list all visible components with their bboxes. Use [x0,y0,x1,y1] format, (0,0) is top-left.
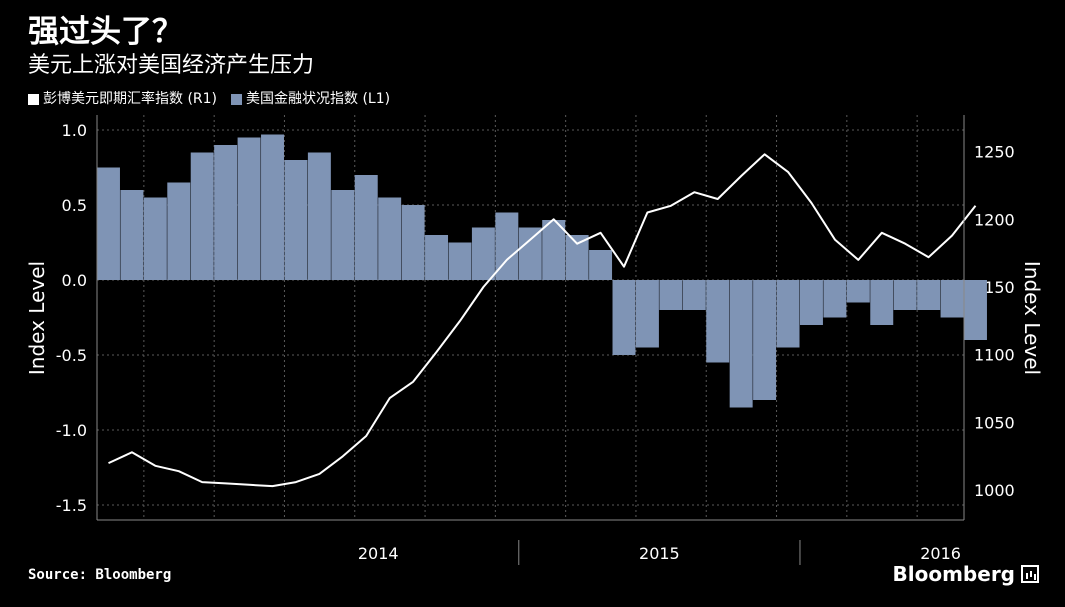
y-left-tick-label: 0.5 [62,196,87,215]
legend-item-fci: 美国金融状况指数 (L1) [231,89,390,109]
y-left-tick-label: -1.5 [56,496,87,515]
fci-bar [331,190,355,280]
usd-index-line [108,153,977,488]
fci-bar [378,197,402,280]
y-right-tick-label: 1200 [974,210,1015,229]
legend-label-usd-index: 彭博美元即期汇率指数 (R1) [43,91,218,107]
fci-bar [167,182,191,280]
fci-bar [401,205,425,280]
fci-bar [214,145,238,280]
fci-bar [120,190,144,280]
brand-logo: Bloomberg [893,562,1039,586]
chart-icon [1021,565,1039,583]
y-right-tick-label: 1100 [974,346,1015,365]
fci-bar [190,152,214,280]
legend-swatch-line [28,93,39,105]
fci-bar [284,160,308,280]
fci-bar [729,280,753,408]
legend-swatch-bar [231,93,243,105]
fci-bar [97,167,120,280]
y-right-tick-label: 1250 [974,143,1015,162]
fci-bar [237,137,261,280]
chart-subtitle: 美元上涨对美国经济产生压力 [28,53,315,78]
y-left-tick-label: -1.0 [56,421,87,440]
fci-bar [425,235,449,280]
fci-bar [589,250,613,280]
fci-bar [706,280,730,363]
legend: 彭博美元即期汇率指数 (R1) 美国金融状况指数 (L1) [28,89,404,109]
x-tick-label: 2015 [639,544,680,563]
fci-bar [917,280,941,310]
fci-bar [846,280,870,303]
fci-bar [307,152,331,280]
y-right-axis-title: Index Level [1020,261,1044,375]
legend-label-fci: 美国金融状况指数 (L1) [246,91,391,107]
fci-bar [893,280,917,310]
fci-bar [471,227,495,280]
fci-bar [635,280,659,348]
fci-bar [659,280,683,310]
fci-bar [964,280,987,340]
fci-bar [354,175,378,280]
fci-bar [565,235,589,280]
y-right-tick-label: 1050 [974,413,1015,432]
fci-bar [940,280,964,318]
y-left-tick-label: 0.0 [62,271,87,290]
fci-bar [823,280,847,318]
chart-title: 强过头了？ [28,14,183,50]
fci-bar [495,212,519,280]
y-left-tick-label: -0.5 [56,346,87,365]
y-left-axis-title: Index Level [25,261,49,375]
fci-bar [682,280,706,310]
brand-name: Bloomberg [892,562,1015,586]
fci-bar [612,280,636,355]
fci-bar [542,220,566,280]
source-note: Source: Bloomberg [28,567,172,583]
fci-bar [448,242,472,280]
y-right-tick-label: 1000 [974,481,1015,500]
fci-bar [776,280,800,348]
fci-bar [261,134,284,280]
legend-item-usd-index: 彭博美元即期汇率指数 (R1) [28,89,217,109]
fci-bar [799,280,823,325]
fci-bar [518,227,542,280]
fci-bar [143,197,167,280]
fci-bar [870,280,894,325]
y-left-tick-label: 1.0 [62,121,87,140]
fci-bar [753,280,777,400]
x-tick-label: 2014 [358,544,399,563]
x-tick-label: 2016 [920,544,961,563]
